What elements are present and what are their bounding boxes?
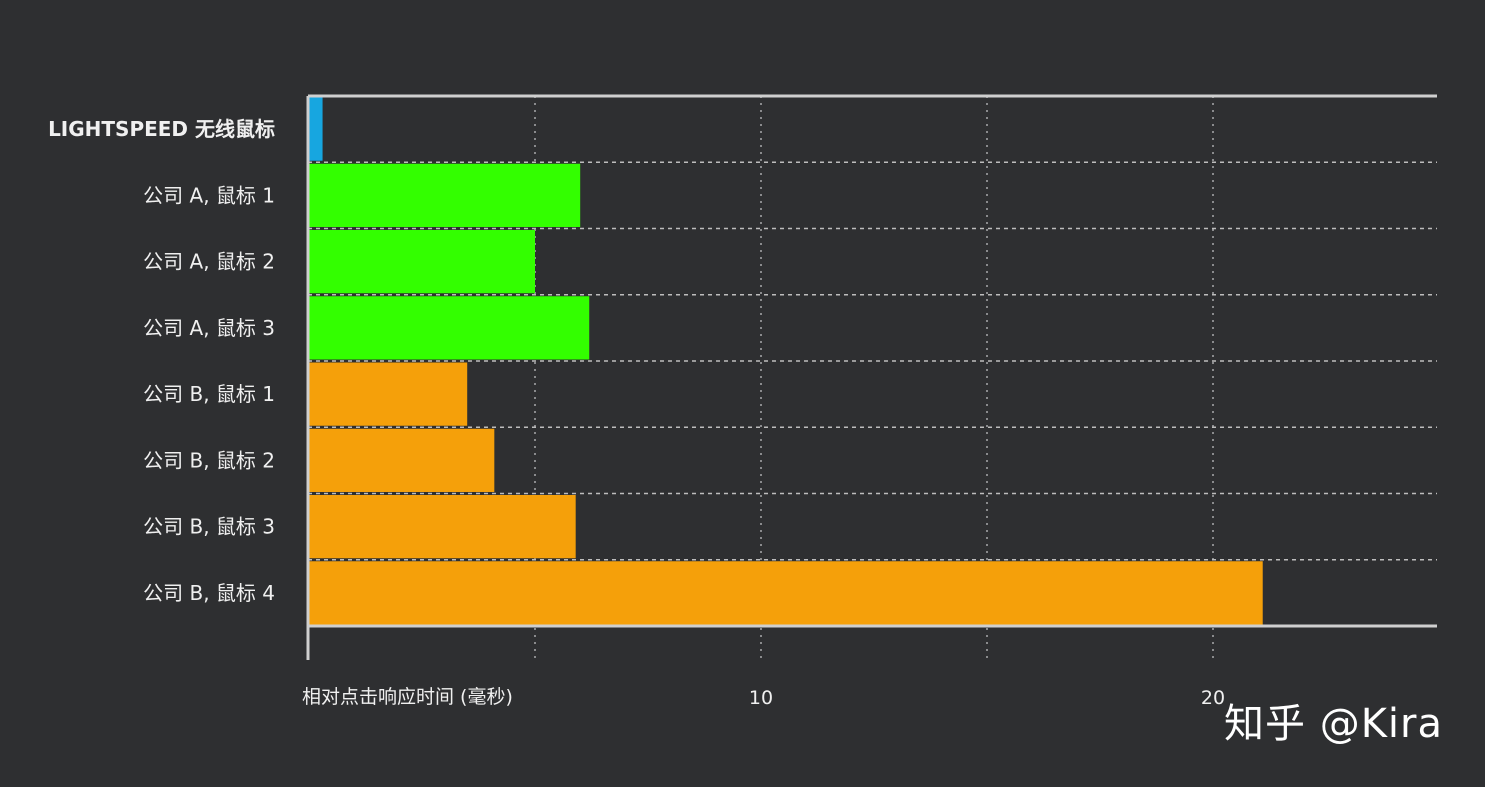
category-label: 公司 B, 鼠标 2 xyxy=(143,448,275,472)
bar-1 xyxy=(309,97,323,161)
category-label: LIGHTSPEED 无线鼠标 xyxy=(48,117,275,141)
axes xyxy=(306,94,1437,660)
bar-5 xyxy=(309,362,468,426)
category-label: 公司 A, 鼠标 3 xyxy=(143,316,275,340)
category-label: 公司 B, 鼠标 4 xyxy=(143,581,275,605)
x-tick-label: 10 xyxy=(749,687,773,709)
category-label: 公司 B, 鼠标 3 xyxy=(143,515,275,539)
x-tick-label: 20 xyxy=(1201,687,1225,709)
category-label: 公司 A, 鼠标 1 xyxy=(143,183,275,207)
grid-lines xyxy=(308,96,1437,658)
bar-2 xyxy=(309,163,581,227)
tick-labels: 10 20 xyxy=(749,687,1225,709)
bar-4 xyxy=(309,296,590,360)
bar-7 xyxy=(309,495,576,559)
category-label: 公司 B, 鼠标 1 xyxy=(143,382,275,406)
x-axis-title: 相对点击响应时间 (毫秒) xyxy=(302,686,513,708)
bar-8 xyxy=(309,561,1263,625)
bar-3 xyxy=(309,230,535,294)
category-label: 公司 A, 鼠标 2 xyxy=(143,250,275,274)
watermark: 知乎 @Kira xyxy=(1223,701,1443,747)
bars xyxy=(309,97,1263,625)
bar-6 xyxy=(309,428,495,492)
